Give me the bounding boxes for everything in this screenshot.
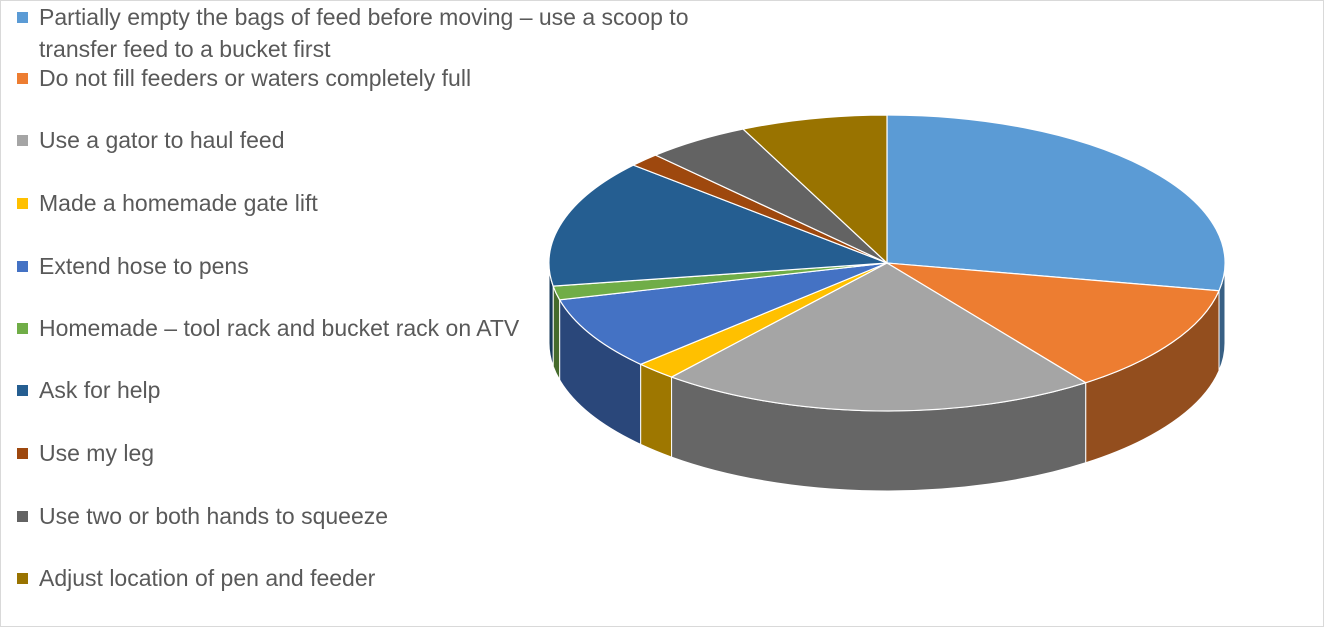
pie-slice: [886, 114, 1226, 292]
pie-slice-side: [640, 363, 673, 458]
pie-slice: [558, 262, 888, 365]
legend-label: Do not fill feeders or waters completely…: [39, 65, 472, 91]
legend-swatch: [17, 323, 28, 334]
legend-item: Partially empty the bags of feed before …: [17, 1, 697, 65]
legend-label: Made a homemade gate lift: [39, 190, 318, 216]
legend-swatch: [17, 12, 28, 23]
pie-slice: [741, 114, 888, 265]
legend-label: Use my leg: [39, 440, 155, 466]
legend-item: Use my leg: [17, 437, 154, 469]
legend-item: Adjust location of pen and feeder: [17, 562, 375, 594]
pie-slice: [670, 262, 1088, 412]
pie-slice: [548, 164, 888, 287]
pie-slice: [886, 262, 1220, 384]
legend-label: Use a gator to haul feed: [39, 127, 285, 153]
legend-label: Homemade – tool rack and bucket rack on …: [39, 315, 520, 341]
legend-swatch: [17, 198, 28, 209]
legend-swatch: [17, 261, 28, 272]
legend-item: Homemade – tool rack and bucket rack on …: [17, 312, 519, 344]
legend-label: Adjust location of pen and feeder: [39, 565, 376, 591]
legend-label: Extend hose to pens: [39, 253, 249, 279]
pie-slice-side: [552, 285, 561, 382]
legend-label: Ask for help: [39, 377, 161, 403]
legend-item: Use two or both hands to squeeze: [17, 500, 388, 532]
legend-swatch: [17, 448, 28, 459]
legend-swatch: [17, 511, 28, 522]
legend-item: Do not fill feeders or waters completely…: [17, 62, 471, 94]
legend-swatch: [17, 135, 28, 146]
legend-item: Ask for help: [17, 374, 160, 406]
legend-swatch: [17, 573, 28, 584]
legend-item: Made a homemade gate lift: [17, 187, 318, 219]
legend-item: Use a gator to haul feed: [17, 124, 285, 156]
legend-label: Use two or both hands to squeeze: [39, 503, 389, 529]
legend-label: Partially empty the bags of feed before …: [39, 4, 689, 62]
legend-item: Extend hose to pens: [17, 250, 249, 282]
legend-swatch: [17, 73, 28, 84]
legend-swatch: [17, 385, 28, 396]
